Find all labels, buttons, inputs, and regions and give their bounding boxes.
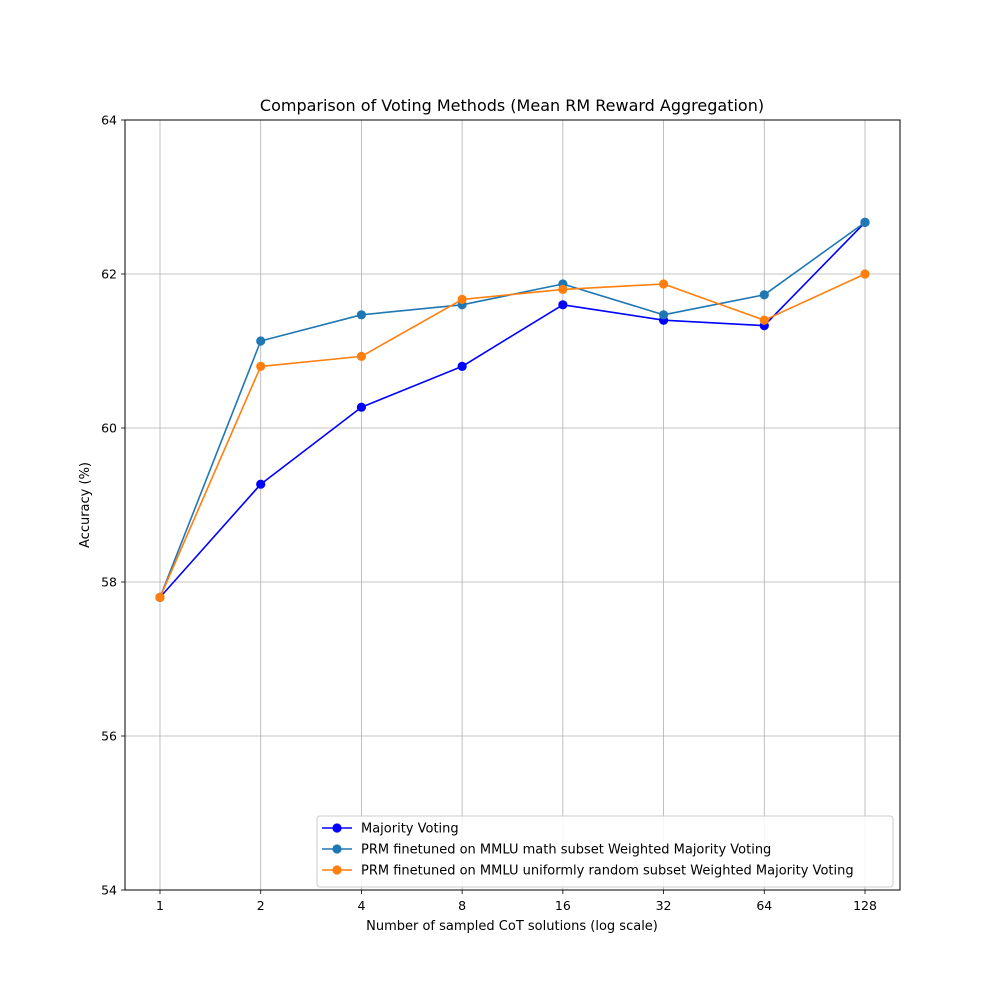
series-line [159, 273, 866, 598]
y-axis-label: Accuracy (%) [78, 462, 93, 548]
series-1 [155, 217, 870, 603]
y-tick-label: 62 [101, 267, 117, 282]
data-point [155, 592, 165, 603]
series-line [159, 221, 866, 598]
x-tick-label: 4 [357, 898, 365, 913]
y-tick-label: 58 [101, 575, 117, 590]
x-tick-label: 16 [555, 898, 571, 913]
data-point [558, 284, 568, 294]
y-tick-label: 56 [101, 729, 117, 744]
data-point [759, 290, 769, 300]
data-point [658, 279, 669, 289]
legend-marker [332, 844, 342, 854]
legend-label: PRM finetuned on MMLU math subset Weight… [361, 843, 771, 858]
legend-box [316, 815, 894, 888]
data-point [860, 217, 870, 228]
x-tick-label: 128 [853, 898, 877, 913]
y-tick-label: 60 [101, 421, 117, 436]
legend-marker [332, 823, 342, 833]
data-point [356, 402, 367, 412]
data-point [356, 351, 367, 361]
series-2 [155, 217, 870, 603]
x-tick-label: 8 [458, 898, 466, 913]
legend-item-2: PRM finetuned on MMLU math subset Weight… [322, 843, 771, 858]
legend-marker [332, 865, 342, 875]
data-point [457, 361, 467, 371]
data-point [457, 294, 467, 305]
y-tick-label: 54 [101, 883, 117, 898]
chart-title: Comparison of Voting Methods (Mean RM Re… [260, 96, 764, 115]
data-point [256, 361, 266, 371]
legend-label: Majority Voting [361, 822, 459, 837]
x-tick-label: 1 [156, 898, 164, 913]
data-point [658, 310, 669, 320]
series-3 [155, 269, 870, 603]
data-point [860, 269, 870, 279]
legend-item-1: Majority Voting [322, 822, 459, 837]
data-point [356, 310, 367, 320]
x-axis-label: Number of sampled CoT solutions (log sca… [366, 919, 658, 934]
data-point [256, 336, 266, 346]
axis-ticks: 1 2 4 8 16 32 64 128 54 56 58 60 62 64 [101, 113, 877, 914]
x-tick-label: 2 [257, 898, 265, 913]
y-tick-label: 64 [101, 113, 117, 128]
series-layer [155, 217, 870, 603]
x-tick-label: 32 [656, 898, 672, 913]
legend-item-3: PRM finetuned on MMLU uniformly random s… [322, 864, 854, 879]
legend-label: PRM finetuned on MMLU uniformly random s… [361, 864, 854, 879]
data-point [256, 479, 266, 489]
plot-frame [124, 119, 901, 891]
x-tick-label: 64 [756, 898, 772, 913]
legend: Majority Voting PRM finetuned on MMLU mat… [316, 815, 894, 888]
data-point [558, 300, 568, 310]
series-line [159, 221, 866, 598]
data-point [759, 315, 769, 325]
